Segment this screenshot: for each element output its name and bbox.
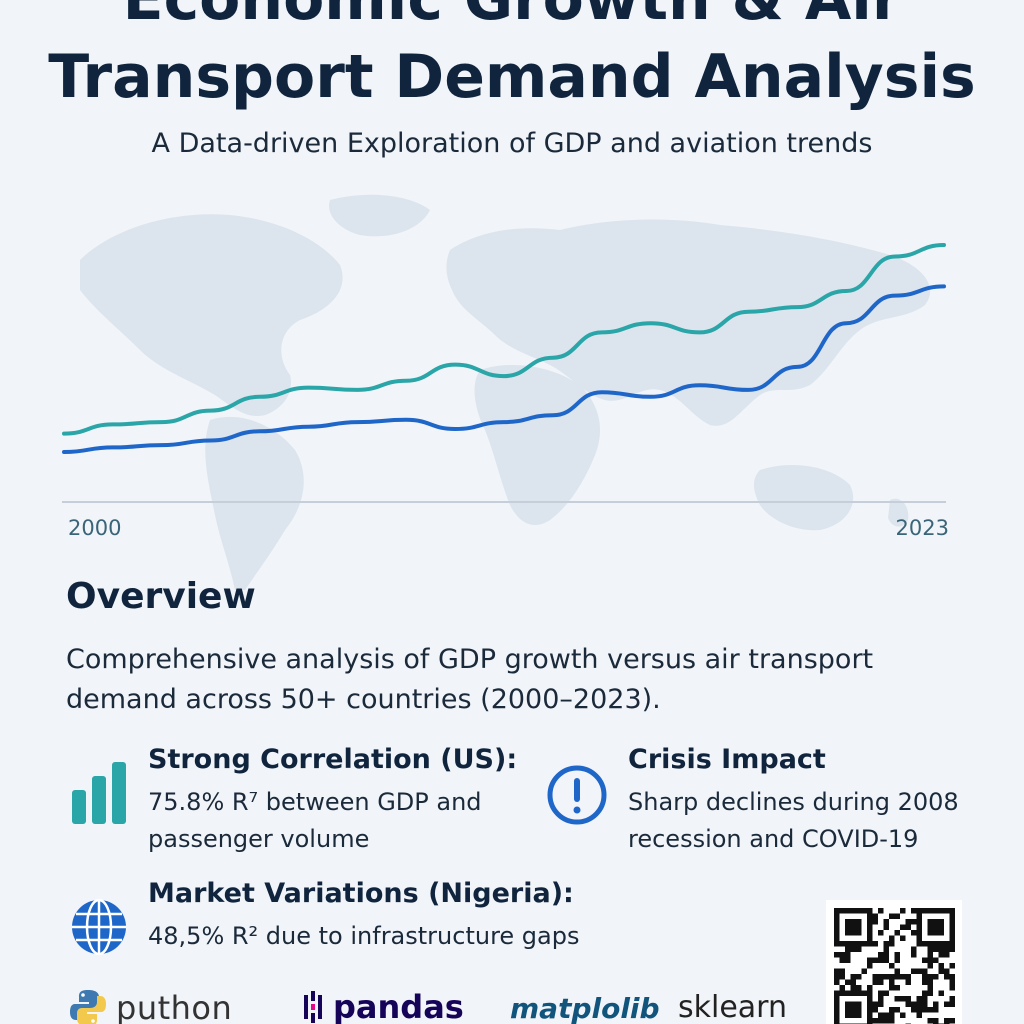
- series-line-1: [62, 243, 946, 436]
- bar-chart-icon: [72, 762, 126, 824]
- title-line-2: Transport Demand Analysis: [48, 42, 976, 112]
- market-text: 48,5% R² due to infrastructure gaps: [148, 922, 580, 950]
- matplotlib-logo: matplolib: [510, 992, 660, 1024]
- python-logo-text: puthon: [116, 989, 233, 1024]
- crisis-title: Crisis Impact: [628, 744, 826, 775]
- x-tick-label-start: 2000: [68, 516, 122, 540]
- subtitle: A Data-driven Exploration of GDP and avi…: [151, 128, 873, 159]
- pandas-icon: [304, 991, 322, 1023]
- crisis-text: Sharp declines during 2008 recession and…: [628, 788, 959, 853]
- correlation-text: 75.8% R⁷ between GDP and passenger volum…: [148, 788, 482, 853]
- market-title: Market Variations (Nigeria):: [148, 878, 574, 909]
- alert-icon: [547, 765, 607, 825]
- python-logo: puthon: [68, 988, 232, 1024]
- series-line-2: [62, 284, 946, 454]
- python-icon: [70, 990, 106, 1024]
- title-line-1: Economic Growth & Air: [0, 0, 1024, 36]
- globe-icon: [72, 898, 126, 956]
- overview-heading: Overview: [66, 576, 256, 617]
- pandas-logo-text: pandas: [333, 988, 464, 1024]
- correlation-title: Strong Correlation (US):: [148, 744, 518, 775]
- pandas-logo: pandas: [303, 988, 464, 1024]
- x-tick-label-end: 2023: [895, 516, 949, 540]
- sklearn-logo: sklearn: [678, 990, 787, 1024]
- overview-text: Comprehensive analysis of GDP growth ver…: [66, 644, 874, 715]
- qr-code[interactable]: [826, 900, 962, 1024]
- world-map-illustration: [80, 194, 931, 590]
